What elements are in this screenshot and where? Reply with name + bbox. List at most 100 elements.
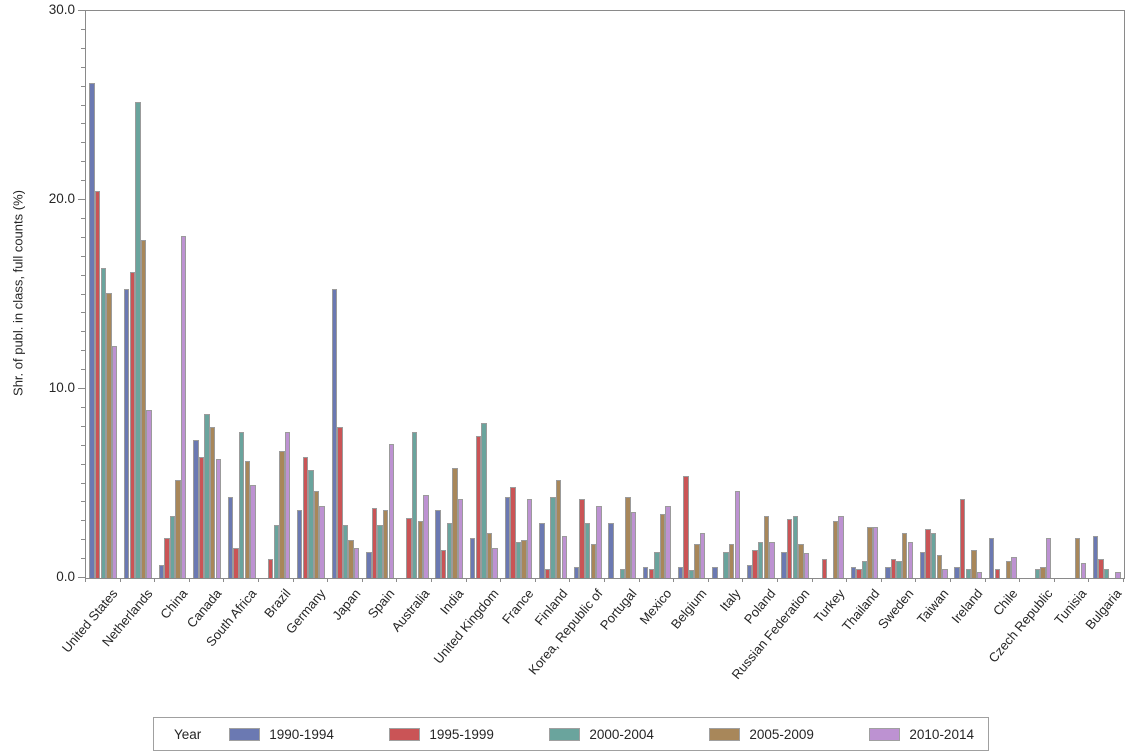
y-minor-tick xyxy=(81,255,85,257)
bar-1990-1994-bulgaria xyxy=(1092,536,1099,578)
bar-1995-1999-mexico xyxy=(648,568,655,578)
y-tick-label: 0.0 xyxy=(56,569,75,584)
bar-2010-2014-netherlands xyxy=(146,409,152,578)
bar-2005-2009-south-africa xyxy=(244,460,251,578)
bar-1990-1994-italy xyxy=(712,566,718,578)
bar-1990-1994-belgium xyxy=(677,566,684,578)
bar-1995-1999-netherlands xyxy=(129,271,136,578)
bar-2010-2014-south-africa xyxy=(250,485,256,578)
x-boundary-tick xyxy=(777,578,778,582)
bar-2010-2014-poland xyxy=(769,542,775,578)
bar-1990-1994-france xyxy=(504,496,511,578)
y-minor-tick xyxy=(81,331,85,333)
bar-2005-2009-japan xyxy=(348,540,354,578)
bar-1990-1994-mexico xyxy=(642,566,649,578)
bar-2005-2009-finland xyxy=(555,479,562,578)
bar-1990-1994-india xyxy=(435,509,441,578)
bar-1990-1994-canada xyxy=(193,440,199,578)
bar-2005-2009-sweden xyxy=(901,532,908,578)
legend-swatch-icon xyxy=(229,727,261,741)
x-boundary-tick xyxy=(396,578,398,582)
y-minor-tick xyxy=(81,444,85,446)
x-category-label: Spain xyxy=(364,586,398,622)
x-boundary-tick xyxy=(811,578,813,582)
bar-2010-2014-taiwan xyxy=(942,568,948,578)
y-minor-tick xyxy=(81,66,85,68)
bar-1995-1999-france xyxy=(510,487,516,578)
x-boundary-tick xyxy=(431,578,432,582)
bar-2005-2009-spain xyxy=(382,509,389,578)
x-boundary-tick xyxy=(742,578,744,582)
x-boundary-tick xyxy=(638,578,640,582)
y-minor-tick xyxy=(81,425,85,427)
bar-2010-2014-finland xyxy=(561,536,568,578)
y-minor-tick xyxy=(81,180,85,182)
bar-2010-2014-ireland xyxy=(976,572,983,578)
bar-2005-2009-turkey xyxy=(832,521,839,578)
bar-2005-2009-canada xyxy=(209,426,216,578)
bar-1995-1999-india xyxy=(440,549,447,578)
x-boundary-tick xyxy=(846,578,848,582)
bar-1995-1999-taiwan xyxy=(925,528,931,578)
bar-1990-1994-sweden xyxy=(885,566,891,578)
bar-2000-2004-germany xyxy=(308,470,314,578)
bar-2005-2009-france xyxy=(521,540,527,578)
x-boundary-tick xyxy=(188,578,190,582)
bar-1995-1999-finland xyxy=(544,568,551,578)
y-minor-tick xyxy=(81,47,85,49)
bar-2005-2009-korea-republic-of xyxy=(590,543,597,578)
legend-swatch-icon xyxy=(389,727,421,741)
x-boundary-tick xyxy=(258,578,259,582)
bar-1995-1999-thailand xyxy=(856,568,862,578)
bar-1990-1994-south-africa xyxy=(227,496,234,578)
bar-2005-2009-united-kingdom xyxy=(486,532,493,578)
bar-1990-1994-ireland xyxy=(954,566,960,578)
bar-2000-2004-south-africa xyxy=(238,432,245,578)
bar-2000-2004-taiwan xyxy=(930,532,937,578)
legend-item-label: 1995-1999 xyxy=(429,726,494,742)
x-boundary-tick xyxy=(569,578,571,582)
bar-2010-2014-mexico xyxy=(665,506,671,578)
bar-1995-1999-korea-republic-of xyxy=(579,498,585,578)
x-category-label: Italy xyxy=(716,586,744,614)
bar-2000-2004-united-kingdom xyxy=(481,423,487,578)
legend-item-label: 2005-2009 xyxy=(749,726,814,742)
bar-2000-2004-sweden xyxy=(896,561,902,578)
bar-2010-2014-thailand xyxy=(872,526,879,578)
bar-2010-2014-united-states xyxy=(111,345,118,578)
bar-2005-2009-india xyxy=(452,468,458,578)
bar-2000-2004-india xyxy=(446,523,453,578)
x-boundary-tick xyxy=(500,578,502,582)
x-category-label: Belgium xyxy=(667,586,709,632)
bar-1990-1994-korea-republic-of xyxy=(573,566,580,578)
bar-2010-2014-portugal xyxy=(630,511,637,578)
y-minor-tick xyxy=(81,236,85,238)
y-minor-tick xyxy=(81,520,85,522)
bar-1995-1999-australia xyxy=(406,517,412,578)
bar-1990-1994-spain xyxy=(366,551,372,578)
bar-2000-2004-china xyxy=(169,515,176,578)
x-boundary-tick xyxy=(154,578,156,582)
bar-1990-1994-finland xyxy=(539,523,545,578)
legend-item-label: 2000-2004 xyxy=(589,726,654,742)
y-axis-title: Shr. of publ. in class, full counts (%) xyxy=(10,190,26,396)
bar-1995-1999-japan xyxy=(337,426,343,578)
y-tick-label: 20.0 xyxy=(48,191,75,206)
y-tick-label: 30.0 xyxy=(48,2,75,17)
bar-2010-2014-chile xyxy=(1011,557,1017,578)
bar-2010-2014-australia xyxy=(423,494,429,578)
bar-1990-1994-japan xyxy=(331,288,338,578)
x-category-label: France xyxy=(498,586,536,627)
bar-2000-2004-united-states xyxy=(100,268,107,578)
bar-1995-1999-united-states xyxy=(94,190,101,578)
bar-2010-2014-turkey xyxy=(838,515,844,578)
bar-1995-1999-chile xyxy=(994,568,1001,578)
bar-2010-2014-spain xyxy=(388,443,395,578)
y-minor-tick xyxy=(81,123,85,125)
bar-2000-2004-portugal xyxy=(619,568,626,578)
y-minor-tick xyxy=(81,28,85,30)
bar-2005-2009-ireland xyxy=(971,549,977,578)
bar-1990-1994-netherlands xyxy=(123,288,130,578)
y-minor-tick xyxy=(81,482,85,484)
